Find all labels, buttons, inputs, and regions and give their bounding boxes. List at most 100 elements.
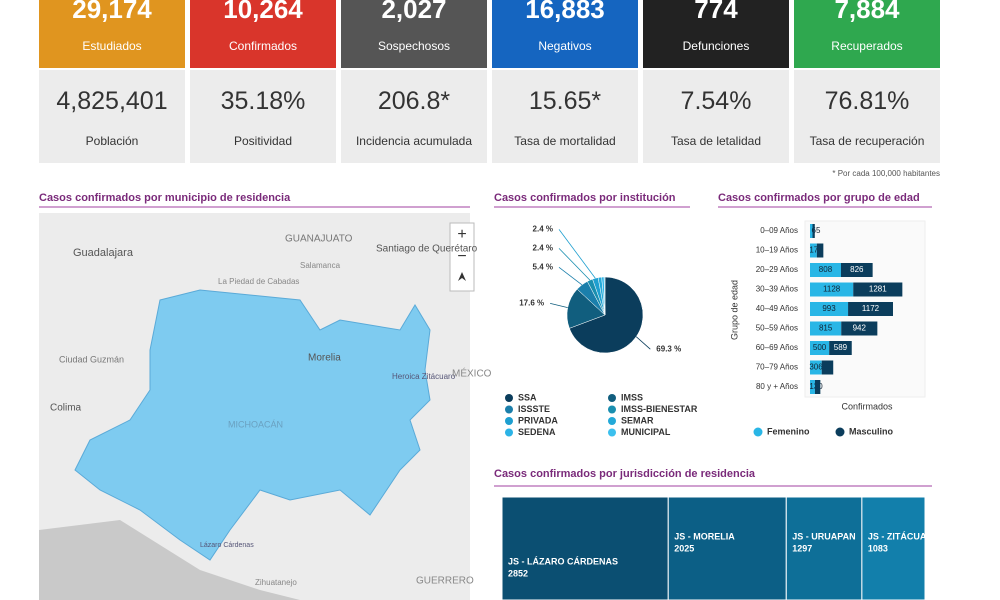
bar-segment: [810, 380, 815, 394]
note: * Por cada 100,000 habitantes: [832, 169, 940, 178]
label-leader: [558, 248, 591, 281]
indicator-card: 206.8* Incidencia acumulada: [341, 70, 487, 163]
map: [39, 213, 475, 600]
treemap-cell: [785, 496, 863, 600]
map-title: Casos confirmados por municipio de resid…: [39, 192, 291, 204]
bar-segment: [814, 380, 821, 394]
bar-label: 815: [819, 324, 833, 333]
indicator-value: 35.18%: [220, 87, 306, 115]
legend-label: PRIVADA: [518, 415, 558, 425]
cell-name: JS - LÁZARO CÁRDENAS: [508, 556, 618, 566]
legend-swatch: [608, 394, 616, 402]
treemap-cell: [667, 496, 787, 600]
legend-swatch: [608, 417, 616, 425]
legend-label: Masculino: [849, 426, 894, 436]
cell-value: 1297: [792, 543, 812, 553]
pie-title: Casos confirmados por institución: [494, 192, 676, 204]
bar-segment: [840, 263, 873, 277]
stat-card: 774 Defunciones: [643, 0, 789, 68]
bar-segment: [810, 224, 813, 238]
legend-swatch: [505, 417, 513, 425]
y-tick-label: 60–69 Años: [756, 343, 798, 352]
legend-label: IMSS-BIENESTAR: [621, 404, 698, 414]
stat-card: 29,174 Estudiados: [39, 0, 185, 68]
age-title: Casos confirmados por grupo de edad: [718, 192, 920, 204]
map-label: Lázaro Cárdenas: [200, 542, 254, 549]
y-tick-label: 0–09 Años: [760, 226, 798, 235]
map-label: MÉXICO: [452, 367, 492, 380]
bar-segment: [810, 360, 822, 375]
map-label: MICHOACÁN: [228, 419, 283, 429]
map-label: Zihuatanejo: [255, 578, 297, 587]
pie-label: 17.6 %: [519, 298, 544, 307]
pie-slice: [569, 276, 644, 354]
zoom-button[interactable]: +: [457, 226, 466, 243]
map-label: Colima: [50, 403, 82, 414]
zoom-button[interactable]: −: [457, 248, 466, 265]
bar-label: 1281: [869, 285, 887, 294]
legend-swatch: [608, 428, 616, 437]
map-label: Salamanca: [300, 261, 341, 270]
zoom-control[interactable]: [449, 222, 475, 292]
bar-segment: [810, 321, 842, 336]
y-tick-label: 10–19 Años: [756, 246, 798, 255]
y-tick-label: 20–29 Años: [756, 265, 798, 274]
cell-value: 2025: [674, 543, 694, 553]
compass-button[interactable]: [458, 272, 466, 281]
indicator-label: Tasa de letalidad: [670, 134, 762, 148]
indicator-label: Incidencia acumulada: [355, 134, 473, 148]
indicator-value: 76.81%: [824, 87, 910, 115]
indicator-label: Tasa de recuperación: [809, 134, 925, 148]
bar-segment: [812, 224, 815, 238]
legend-swatch: [505, 428, 513, 437]
y-tick-label: 80 y + Años: [756, 382, 798, 391]
x-axis-label: Confirmados: [841, 401, 893, 411]
treemap-title: Casos confirmados por jurisdicción de re…: [494, 468, 756, 480]
stat-label: Sospechosos: [377, 39, 451, 53]
label-leader: [550, 302, 568, 309]
bar-label: 808: [819, 265, 833, 274]
bar-label: 65: [812, 226, 821, 235]
label-leader: [558, 229, 596, 279]
bar-segment: [821, 360, 834, 375]
bar-segment: [816, 243, 824, 258]
legend-swatch: [835, 427, 845, 437]
stat-value: 774: [694, 0, 738, 24]
bar-segment: [810, 341, 830, 355]
stat-value: 10,264: [223, 0, 303, 24]
bar-label: 826: [850, 265, 864, 274]
indicator-value: 15.65*: [528, 87, 602, 115]
legend-swatch: [753, 427, 763, 437]
map-label: GUERRERO: [416, 576, 474, 587]
bar-segment: [810, 243, 817, 258]
indicator-card: 7.54% Tasa de letalidad: [643, 70, 789, 163]
cell-value: 2852: [508, 568, 528, 578]
legend-label: SSA: [518, 392, 537, 402]
legend-swatch: [608, 405, 616, 414]
y-tick-label: 70–79 Años: [756, 363, 798, 372]
bar-label: 993: [822, 304, 836, 313]
bar-segment: [810, 282, 854, 297]
cell-name: JS - URUAPAN: [792, 531, 855, 541]
indicator-card: 15.65* Tasa de mortalidad: [492, 70, 638, 163]
stat-value: 29,174: [72, 0, 152, 24]
treemap-cell: [861, 496, 926, 600]
legend-swatch: [505, 394, 513, 402]
bar-label: 306: [809, 363, 823, 372]
legend-label: IMSS: [621, 392, 643, 402]
bar-segment: [829, 341, 852, 355]
legend-label: SEMAR: [621, 415, 654, 425]
bar-segment: [810, 263, 841, 277]
bar-label: 1172: [862, 304, 880, 313]
treemap-cell: [501, 496, 669, 600]
legend-label: MUNICIPAL: [621, 427, 671, 437]
pie-label: 69.3 %: [656, 344, 681, 353]
stat-card: 10,264 Confirmados: [190, 0, 336, 68]
stat-value: 16,883: [525, 0, 605, 24]
indicator-value: 7.54%: [680, 87, 752, 115]
y-tick-label: 40–49 Años: [756, 304, 798, 313]
y-tick-label: 30–39 Años: [756, 285, 798, 294]
bar-segment: [848, 302, 893, 316]
pie-slice: [603, 276, 606, 316]
